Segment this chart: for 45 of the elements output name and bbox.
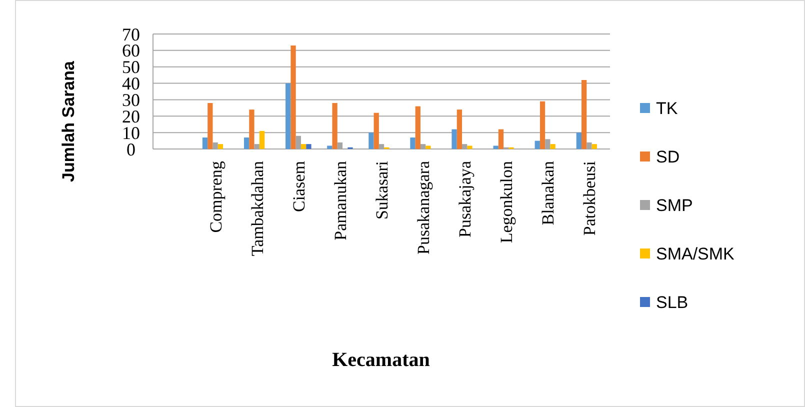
bar [218,144,224,149]
y-axis-title: Jumlah Sarana [59,60,78,182]
bar [592,144,597,149]
bar [498,129,504,149]
bar [467,146,472,149]
bar [426,146,431,149]
bar [452,129,457,149]
bar [327,146,332,149]
bar [410,138,416,149]
legend-label: SMA/SMK [656,244,736,264]
x-tick-label: Tambakdahan [248,160,267,256]
bar [582,80,587,149]
bar [208,103,213,149]
bar [300,144,306,149]
bar [202,138,208,149]
x-tick-label: Compreng [206,160,226,233]
bar [493,146,498,149]
x-tick-label: Ciasem [289,161,308,212]
bar [550,144,556,149]
x-tick-label: Pusakajaya [456,160,475,238]
x-tick-label: Legonkulon [497,160,516,244]
bar [259,130,265,149]
bar [368,132,374,149]
bar [540,101,546,149]
bar [332,103,338,149]
legend-label: SMP [656,196,693,215]
legend-label: TK [656,98,678,118]
x-tick-label: Pusakanagara [414,160,434,254]
bar [415,106,420,149]
x-tick-label: Patokbeusi [580,160,600,236]
legend-label: SLB [656,292,688,312]
bar [456,110,462,149]
bar [576,132,582,149]
bar [286,83,291,149]
bar [306,144,312,149]
x-tick-label: Pamanukan [330,160,350,240]
bar [249,110,254,149]
x-tick-label: Sukasari [372,160,392,220]
bar [534,140,540,149]
x-axis-title: Kecamatan [332,349,430,371]
bar [290,46,296,149]
legend-label: SD [656,147,680,166]
bar [244,138,250,149]
x-tick-label: Blanakan [538,160,558,226]
bar [374,112,379,149]
